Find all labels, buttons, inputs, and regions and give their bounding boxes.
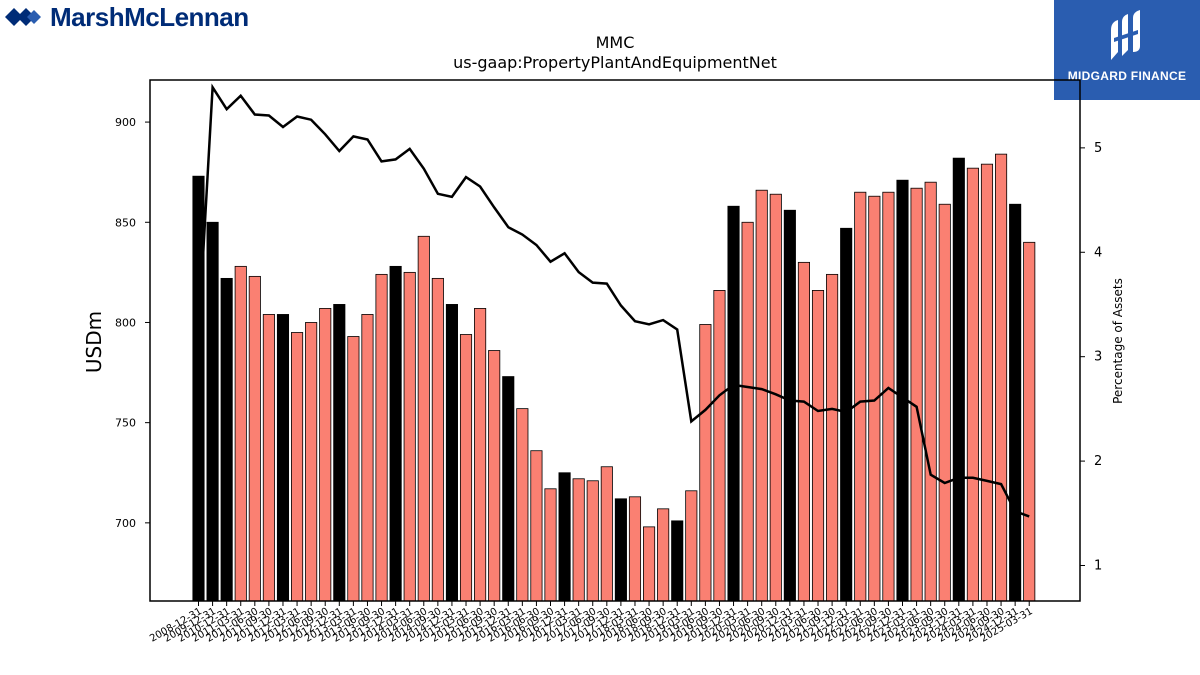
midgard-name: MIDGARD FINANCE <box>1067 69 1187 83</box>
bar <box>826 273 839 602</box>
bar <box>488 350 501 602</box>
plot-frame <box>149 79 1081 602</box>
bar <box>980 163 994 602</box>
y2-tick-label: 4 <box>1094 245 1102 260</box>
bar <box>995 153 1008 602</box>
bar <box>910 187 923 602</box>
bar <box>840 227 853 602</box>
bar <box>713 290 726 602</box>
bar <box>516 408 529 602</box>
bar <box>361 314 374 602</box>
bar <box>685 490 698 602</box>
brand-name: MarshMcLennan <box>50 1 249 32</box>
bar <box>445 304 458 602</box>
bar <box>459 334 473 602</box>
bar <box>1023 241 1036 602</box>
bar <box>417 235 430 602</box>
bar-series <box>192 153 1036 602</box>
bar <box>319 308 332 602</box>
bar <box>572 478 585 602</box>
chart-title: MMC <box>596 33 635 52</box>
bar <box>502 376 515 602</box>
bar <box>896 179 909 602</box>
y-tick-label: 750 <box>115 417 136 430</box>
chart-subtitle: us-gaap:PropertyPlantAndEquipmentNet <box>453 53 777 72</box>
bar <box>248 275 261 602</box>
bar <box>600 466 613 602</box>
y2-tick-label: 3 <box>1094 350 1102 365</box>
bar <box>347 336 360 602</box>
bar <box>755 189 768 602</box>
bar <box>586 480 599 602</box>
bar <box>1009 203 1022 602</box>
bar <box>628 496 642 602</box>
bar <box>220 277 233 602</box>
bar <box>474 308 487 602</box>
y-tick-label: 900 <box>115 116 136 129</box>
midgard-mark-icon <box>1111 10 1140 60</box>
y-tick-label: 700 <box>115 517 136 530</box>
bar <box>811 290 825 602</box>
percentage-line <box>197 83 1030 518</box>
bar <box>952 157 965 602</box>
bar <box>699 324 712 602</box>
bar <box>727 205 740 602</box>
bar <box>783 209 796 602</box>
bar <box>431 277 444 602</box>
bar <box>741 221 754 602</box>
bar <box>530 450 543 602</box>
bar <box>389 265 402 602</box>
bar <box>234 265 247 602</box>
bar <box>797 261 810 602</box>
y2-tick-label: 2 <box>1094 454 1102 469</box>
bar <box>544 488 557 602</box>
bar <box>657 508 670 602</box>
y-tick-label: 800 <box>115 316 136 329</box>
axes: 700750800850900123452008-12-312009-12-31… <box>115 79 1102 645</box>
bar <box>924 181 937 602</box>
bar <box>614 498 627 602</box>
y-axis-label: USDm <box>82 311 106 373</box>
bar <box>882 191 895 602</box>
bar <box>276 314 290 602</box>
bar <box>206 221 219 602</box>
y2-axis-label: Percentage of Assets <box>1111 278 1125 404</box>
bar <box>558 472 571 602</box>
bar <box>769 193 782 602</box>
bar <box>333 304 346 602</box>
bar <box>375 273 388 602</box>
y-tick-label: 850 <box>115 216 136 229</box>
y2-tick-label: 1 <box>1094 559 1102 574</box>
midgard-finance-logo: MIDGARD FINANCE <box>1054 0 1200 100</box>
bar <box>403 271 416 602</box>
y2-tick-label: 5 <box>1094 141 1102 156</box>
bar <box>192 175 205 602</box>
line-series <box>197 83 1030 518</box>
bar <box>262 314 275 602</box>
bar <box>643 526 656 602</box>
marshmclennan-logo: MarshMcLennan <box>4 2 249 32</box>
bar <box>966 167 979 602</box>
bar <box>291 332 304 602</box>
bar <box>938 203 951 602</box>
bar <box>854 191 867 602</box>
bar <box>671 520 684 602</box>
bar <box>305 322 318 602</box>
logo-mark-icon <box>5 8 41 26</box>
